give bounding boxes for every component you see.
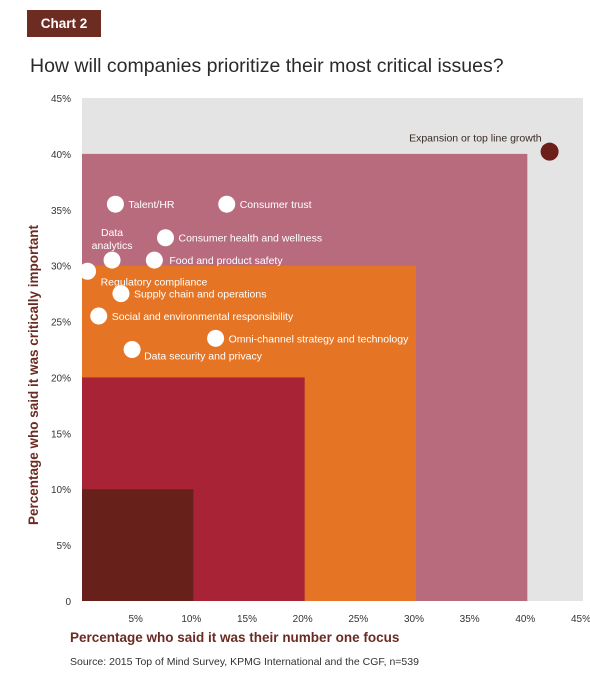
y-tick-label: 40% [51, 150, 71, 161]
y-tick-label: 45% [51, 94, 71, 105]
x-tick-label: 5% [128, 614, 143, 625]
point-label: Regulatory compliance [101, 276, 208, 288]
source-note: Source: 2015 Top of Mind Survey, KPMG In… [70, 656, 419, 668]
point-label: Supply chain and operations [134, 289, 267, 301]
x-tick-label: 25% [348, 614, 368, 625]
point-label: Omni-channel strategy and technology [229, 333, 410, 345]
point-label: Data security and privacy [144, 351, 263, 363]
point-marker [207, 329, 225, 347]
y-tick-label: 35% [51, 206, 71, 217]
chart-title: How will companies prioritize their most… [30, 55, 504, 77]
point-label-line: Data [101, 227, 123, 239]
point-marker [79, 262, 97, 280]
y-tick-label: 10% [51, 485, 71, 496]
point-marker [145, 251, 163, 269]
x-tick-label: 15% [237, 614, 257, 625]
y-tick-label: 5% [57, 541, 72, 552]
band-10 [82, 489, 194, 601]
point-label: Talent/HR [128, 199, 175, 211]
point-marker [103, 251, 121, 269]
y-tick-label: 20% [51, 373, 71, 384]
point-marker [90, 307, 108, 325]
y-tick-label: 0 [65, 597, 71, 608]
x-tick-label: 35% [460, 614, 480, 625]
x-tick-label: 10% [181, 614, 201, 625]
point-label: Food and product safety [169, 255, 283, 267]
x-tick-label: 45% [571, 614, 590, 625]
point-marker [157, 229, 174, 247]
point-marker [540, 142, 559, 161]
point-label: Data analytics [92, 227, 133, 252]
point-label: Expansion or top line growth [409, 133, 542, 145]
point-label: Social and environmental responsibility [112, 311, 294, 323]
point-label: Consumer trust [240, 199, 312, 211]
x-tick-label: 40% [515, 614, 535, 625]
chart-badge: Chart 2 [27, 10, 101, 37]
point-marker [218, 195, 236, 213]
priority-scatter-chart: 0 5% 10% 15% 20% 25% 30% 35% 40% 45% 5% 10% 15% 20% 25… [26, 94, 590, 645]
y-axis-label: Percentage who said it was critically im… [26, 224, 41, 525]
y-tick-label: 15% [51, 429, 71, 440]
point-marker [106, 195, 124, 213]
point-label: Consumer health and wellness [179, 233, 323, 245]
x-axis-label: Percentage who said it was their number … [70, 630, 399, 645]
x-tick-label: 30% [404, 614, 424, 625]
point-marker [123, 341, 141, 358]
point-marker [112, 285, 130, 303]
point-label-line: analytics [92, 240, 133, 252]
y-tick-label: 25% [51, 318, 71, 329]
y-tick-label: 30% [51, 262, 71, 273]
x-tick-label: 20% [293, 614, 313, 625]
